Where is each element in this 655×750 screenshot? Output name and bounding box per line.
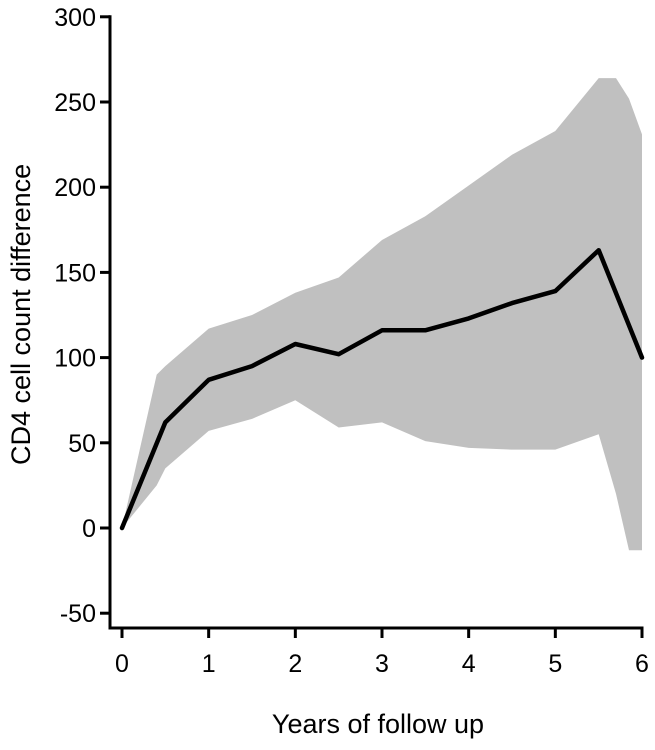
x-tick-label: 6 (635, 650, 649, 678)
confidence-band (122, 78, 642, 551)
series-line-layer (119, 247, 645, 531)
x-tick-label: 0 (115, 650, 129, 678)
x-tick-label: 5 (548, 650, 562, 678)
y-tick-label: 50 (68, 430, 96, 458)
y-tick-label: 100 (54, 345, 96, 373)
x-tick-label: 1 (202, 650, 216, 678)
x-tick-label: 4 (462, 650, 476, 678)
y-tick-label: 250 (54, 89, 96, 117)
confidence-band-layer (122, 78, 642, 551)
y-axis-title: CD4 cell count difference (6, 164, 36, 465)
x-axis-title: Years of follow up (272, 709, 484, 739)
x-tick-label: 3 (375, 650, 389, 678)
x-tick-label: 2 (288, 650, 302, 678)
y-tick-label: 300 (54, 4, 96, 32)
y-tick-label: 0 (82, 515, 96, 543)
y-tick-label: 200 (54, 174, 96, 202)
y-tick-label: -50 (60, 600, 96, 628)
ticks: -50 0 50 100 150 200 250 300 0 1 2 3 4 5 6 (54, 4, 649, 678)
y-tick-label: 150 (54, 259, 96, 287)
